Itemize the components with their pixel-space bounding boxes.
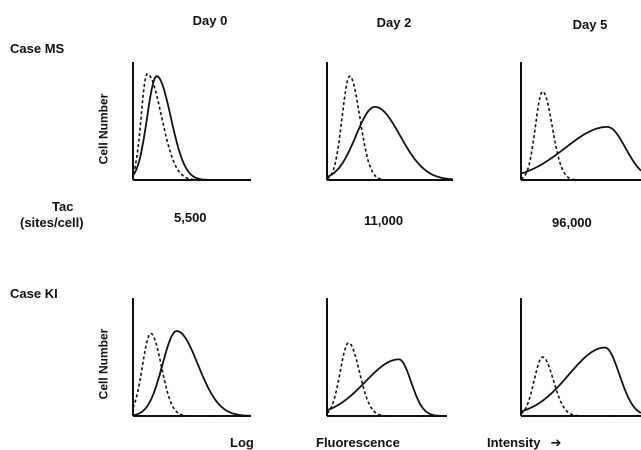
- control-histogram-dashed: [132, 332, 251, 417]
- histogram-panel-6: [520, 298, 641, 417]
- row-label-case-ki: Case KI: [10, 286, 58, 301]
- tac-histogram-solid: [520, 126, 641, 175]
- arrow-right-icon: ➔: [550, 435, 562, 450]
- column-header-day-0: Day 0: [192, 13, 228, 28]
- tac-label-line2: (sites/cell): [20, 215, 84, 230]
- tac-value-day-0: 5,500: [174, 210, 207, 225]
- tac-histogram-solid: [132, 75, 251, 181]
- tac-label-line1: Tac: [52, 199, 74, 214]
- tac-value-day-2: 11,000: [364, 213, 404, 228]
- control-histogram-dashed: [520, 356, 641, 417]
- histogram-panel-4: [132, 298, 251, 417]
- tac-histogram-solid: [326, 358, 447, 417]
- column-header-day-2: Day 2: [376, 15, 412, 30]
- x-axis-label-intensity: Intensity ➔: [487, 436, 561, 449]
- control-histogram-dashed: [326, 75, 453, 181]
- tac-histogram-solid: [520, 346, 641, 414]
- x-axis-label-log: Log: [230, 435, 254, 450]
- column-header-day-5: Day 5: [572, 17, 608, 32]
- x-axis-label-intensity-text: Intensity: [487, 435, 541, 450]
- control-histogram-dashed: [326, 342, 447, 417]
- histogram-panel-2: [326, 62, 454, 181]
- histogram-panel-1: [132, 62, 251, 181]
- control-histogram-dashed: [520, 90, 641, 181]
- tac-histogram-solid: [326, 106, 454, 181]
- x-axis-label-fluorescence: Fluorescence: [316, 435, 400, 450]
- histogram-panel-3: [520, 62, 641, 181]
- tac-value-day-5: 96,000: [552, 215, 592, 230]
- row-label-case-ms: Case MS: [10, 41, 65, 56]
- histogram-panel-5: [326, 298, 447, 417]
- tac-histogram-solid: [132, 330, 251, 417]
